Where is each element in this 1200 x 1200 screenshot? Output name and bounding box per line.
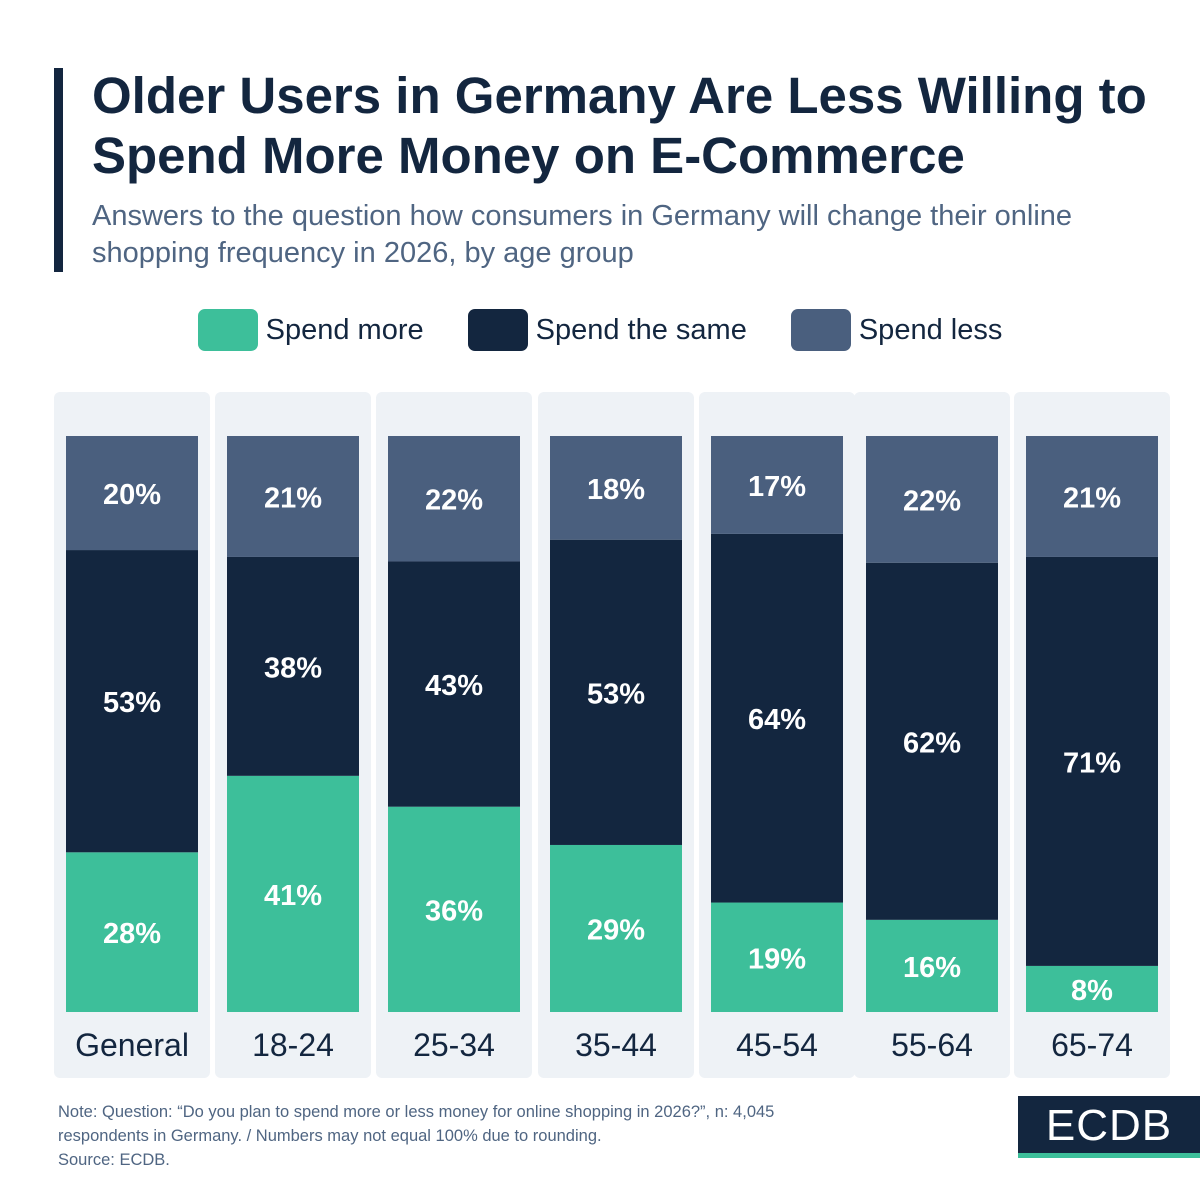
bar-segment-spend-less [227, 436, 359, 557]
data-label: 41% [264, 880, 322, 912]
bar-segment-spend-more [550, 844, 682, 1012]
title-accent-bar [54, 68, 63, 272]
data-label: 20% [103, 479, 161, 511]
category-label: 65-74 [1051, 1027, 1133, 1063]
bar-segment-spend-more [227, 775, 359, 1012]
data-label: 29% [587, 914, 645, 946]
data-label: 53% [587, 678, 645, 710]
data-label: 38% [264, 652, 322, 684]
category-label: 18-24 [252, 1027, 334, 1063]
legend-swatch-spend-more [197, 309, 258, 351]
data-label: 43% [425, 670, 483, 702]
bar-segment-spend-less [388, 436, 520, 562]
bar-segment-spend-the-same [1026, 556, 1158, 966]
data-label: 21% [264, 482, 322, 514]
category-label: 35-44 [575, 1027, 657, 1063]
data-label: 17% [748, 471, 806, 503]
category-label: 55-64 [891, 1027, 973, 1063]
data-label: 64% [748, 704, 806, 736]
legend-swatch-spend-same [467, 309, 528, 351]
data-label: 18% [587, 474, 645, 506]
legend-label-spend-same: Spend the same [535, 313, 747, 346]
bar-segment-spend-less [866, 436, 998, 563]
legend-item-spend-less: Spend less [790, 309, 1003, 351]
footnote-line-1: Note: Question: “Do you plan to spend mo… [58, 1103, 775, 1121]
data-label: 22% [425, 485, 483, 517]
source-text: Source: ECDB. [58, 1151, 170, 1169]
category-label: 25-34 [413, 1027, 495, 1063]
data-label: 53% [103, 687, 161, 719]
bar-segment-spend-more [388, 806, 520, 1012]
bar-segment-spend-the-same [550, 539, 682, 845]
data-label: 71% [1063, 747, 1121, 779]
data-label: 19% [748, 943, 806, 975]
data-label: 36% [425, 895, 483, 927]
bar-segment-spend-more [711, 902, 843, 1012]
data-label: 8% [1071, 975, 1113, 1007]
legend-item-spend-same: Spend the same [467, 309, 747, 351]
category-label: General [75, 1027, 189, 1063]
bar-segment-spend-more [66, 852, 198, 1012]
data-label: 16% [903, 952, 961, 984]
data-label: 28% [103, 918, 161, 950]
bar-segment-spend-less [66, 436, 198, 551]
bar-segment-spend-the-same [711, 533, 843, 903]
bar-segment-spend-the-same [227, 556, 359, 776]
bar-segment-spend-less [711, 436, 843, 534]
data-label: 21% [1063, 482, 1121, 514]
legend-swatch-spend-less [790, 309, 851, 351]
stacked-bar-chart: 28% 53% 20% General 41% 38% 21% 18-24 36% 43% 22% 2… [54, 392, 1170, 1078]
footnote-line-2: respondents in Germany. / Numbers may no… [58, 1127, 602, 1145]
bar-segment-spend-the-same [388, 561, 520, 807]
ecdb-logo: ECDB [1018, 1096, 1200, 1158]
legend-label-spend-less: Spend less [858, 313, 1003, 346]
data-label: 22% [903, 485, 961, 517]
footnote: Note: Question: “Do you plan to spend mo… [58, 1100, 938, 1172]
chart-title: Older Users in Germany Are Less Willing … [92, 67, 1147, 184]
bar-segment-spend-more [1026, 965, 1158, 1012]
bar-segment-spend-the-same [66, 550, 198, 853]
bar-segment-spend-less [1026, 436, 1158, 557]
legend: Spend more Spend the same Spend less [0, 308, 1200, 352]
bar-segment-spend-more [866, 919, 998, 1012]
bar-segment-spend-the-same [866, 562, 998, 920]
chart-subtitle: Answers to the question how consumers in… [92, 200, 1073, 269]
data-label: 62% [903, 727, 961, 759]
legend-item-spend-more: Spend more [197, 309, 424, 351]
category-label: 45-54 [736, 1027, 818, 1063]
legend-label-spend-more: Spend more [265, 313, 424, 346]
bar-segment-spend-less [550, 436, 682, 540]
